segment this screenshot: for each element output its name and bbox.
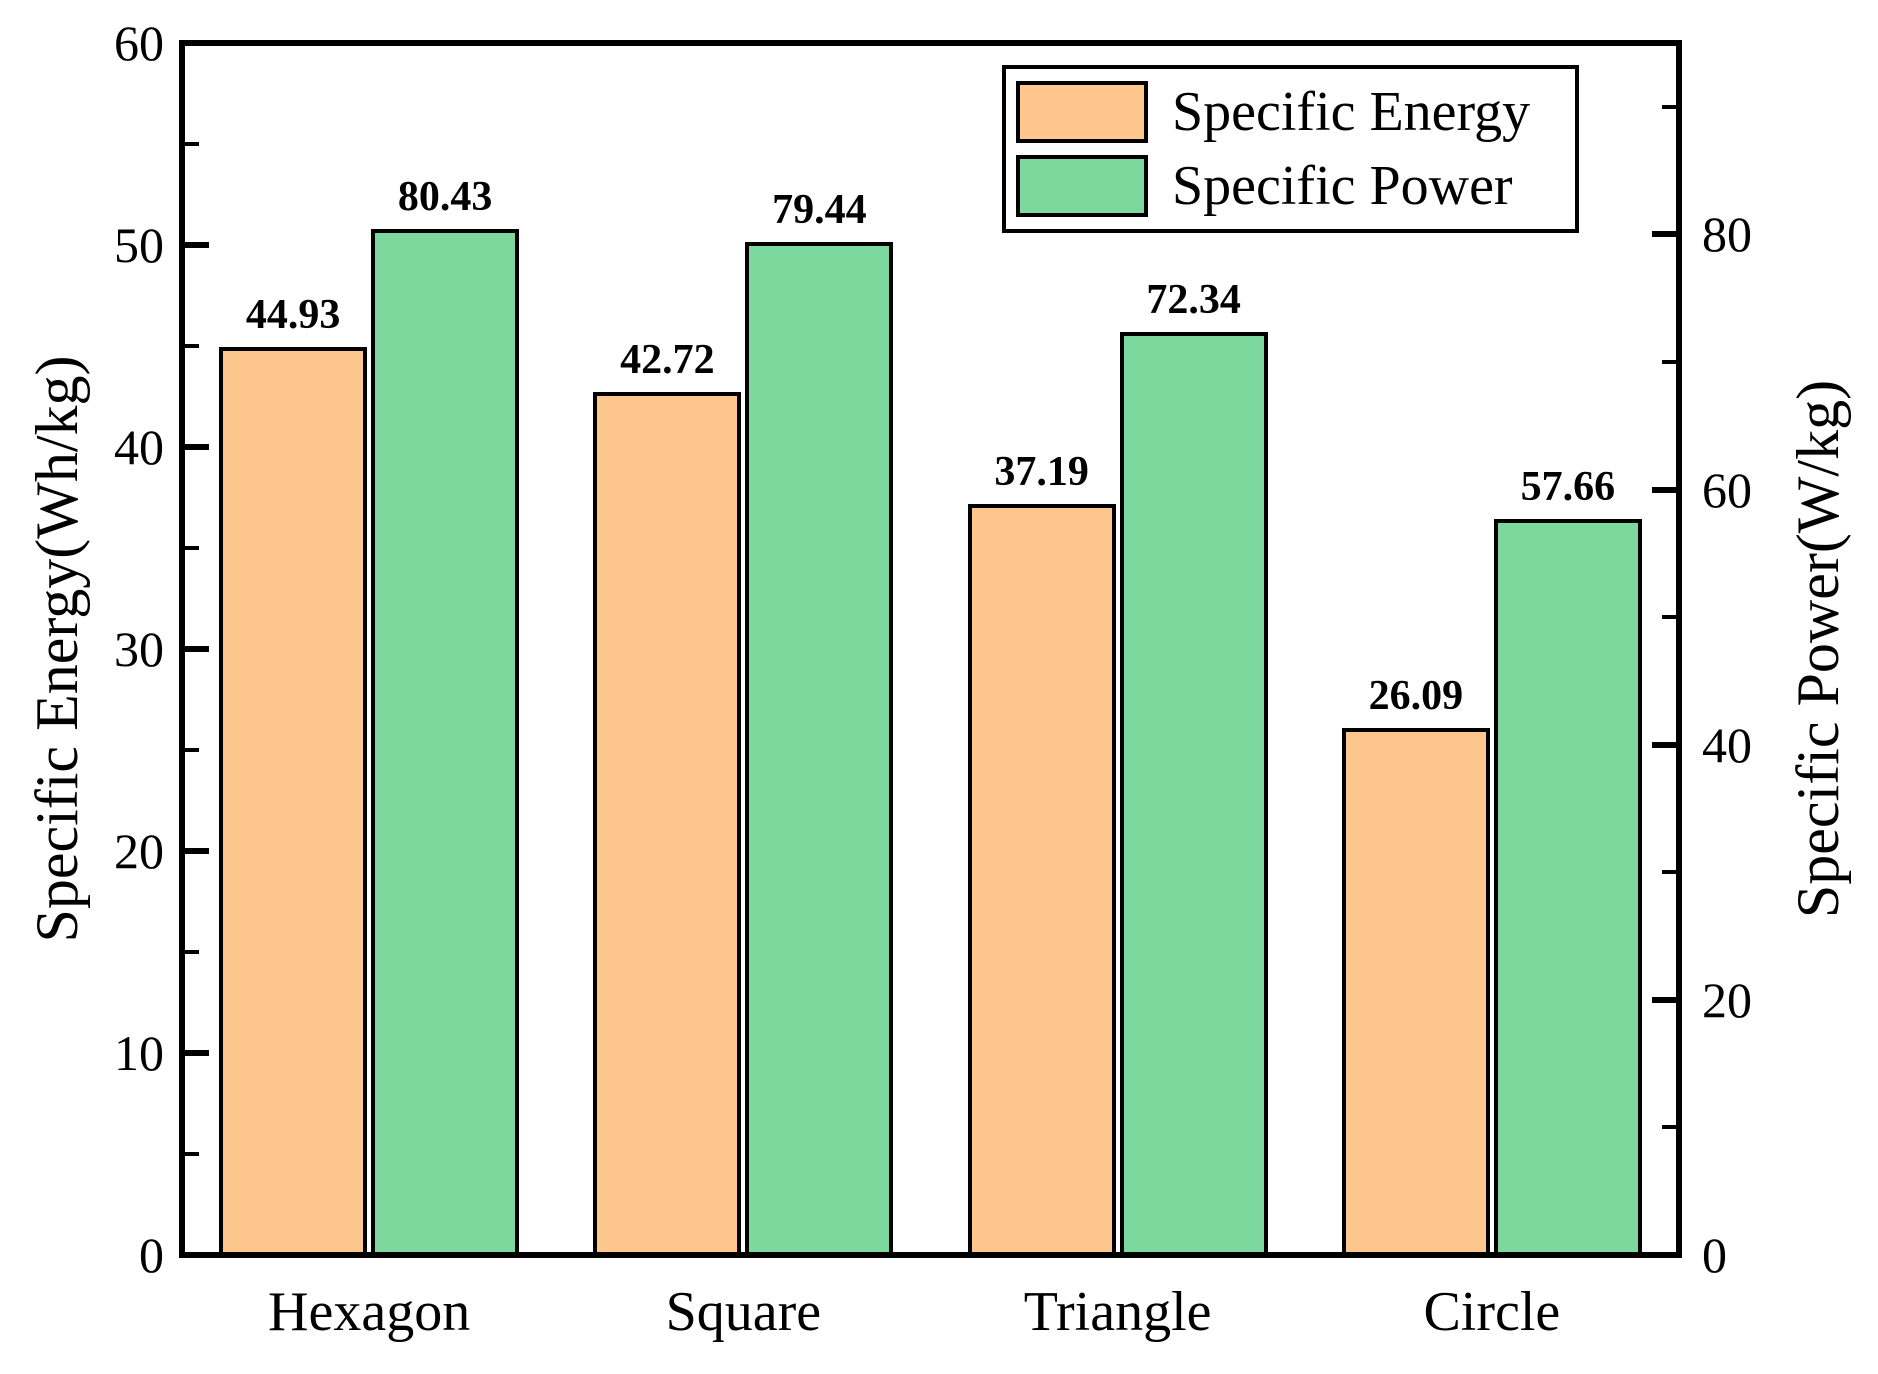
y-axis-right-major-tick	[1652, 231, 1676, 238]
y-axis-right-tick-label: 80	[1702, 206, 1752, 263]
value-label: 42.72	[620, 337, 715, 384]
x-axis-label-square: Square	[665, 1281, 822, 1343]
bar-circle-energy	[1341, 727, 1490, 1258]
bar-triangle-power	[1119, 332, 1268, 1258]
bar-hexagon-power	[371, 228, 520, 1258]
x-axis-label-circle: Circle	[1423, 1281, 1561, 1343]
y-axis-right-minor-tick	[1662, 615, 1676, 620]
y-axis-title-right: Specific Power(W/kg)	[1785, 379, 1851, 919]
legend: Specific Energy Specific Power	[1002, 65, 1579, 233]
value-label: 80.43	[397, 173, 493, 220]
value-label: 57.66	[1520, 464, 1616, 511]
y-axis-right-major-tick	[1652, 1252, 1676, 1258]
y-axis-left-major-tick	[185, 848, 209, 854]
y-axis-right-major-tick	[1652, 741, 1676, 748]
x-axis-label-triangle: Triangle	[1023, 1281, 1212, 1343]
legend-swatch-specific-energy	[1016, 81, 1148, 143]
y-axis-right-tick-label: 60	[1702, 461, 1752, 518]
y-axis-left-tick-label: 10	[114, 1025, 164, 1081]
y-axis-left-major-tick	[185, 1252, 209, 1258]
legend-item-specific-power: Specific Power	[1016, 151, 1565, 221]
value-label: 72.34	[1146, 277, 1241, 324]
y-axis-right-minor-tick	[1662, 104, 1676, 109]
y-axis-right-tick-label: 20	[1702, 971, 1752, 1028]
y-axis-left-tick-label: 20	[114, 823, 164, 879]
bar-square-energy	[593, 392, 742, 1258]
y-axis-left-minor-tick	[185, 546, 199, 550]
x-axis-label-hexagon: Hexagon	[268, 1281, 471, 1343]
y-axis-left-minor-tick	[185, 1152, 199, 1156]
y-axis-right-minor-tick	[1662, 359, 1676, 364]
y-axis-right-tick-label: 40	[1702, 716, 1752, 773]
value-label: 37.19	[994, 448, 1089, 495]
y-axis-right-major-tick	[1652, 996, 1676, 1003]
y-axis-left-major-tick	[185, 40, 209, 46]
value-label: 79.44	[772, 186, 867, 233]
y-axis-left-minor-tick	[185, 950, 199, 954]
y-axis-left-major-tick	[185, 1050, 209, 1056]
y-axis-right-minor-tick	[1662, 870, 1676, 875]
y-axis-left-minor-tick	[185, 748, 199, 752]
y-axis-left-major-tick	[185, 242, 209, 248]
legend-item-specific-energy: Specific Energy	[1016, 77, 1565, 147]
legend-label-specific-energy: Specific Energy	[1172, 81, 1531, 143]
legend-swatch-specific-power	[1016, 155, 1148, 217]
y-axis-left-tick-label: 60	[114, 15, 164, 71]
value-label: 44.93	[245, 292, 341, 339]
value-label: 26.09	[1368, 672, 1464, 719]
y-axis-right-tick-label: 0	[1702, 1227, 1727, 1283]
y-axis-right-major-tick	[1652, 486, 1676, 493]
y-axis-left-major-tick	[185, 444, 209, 450]
y-axis-left-tick-label: 40	[114, 419, 164, 475]
bar-hexagon-energy	[219, 347, 368, 1258]
y-axis-left-tick-label: 30	[114, 621, 164, 677]
y-axis-title-left: Specific Energy(Wh/kg)	[24, 355, 90, 943]
y-axis-left-tick-label: 50	[114, 217, 164, 273]
y-axis-left-minor-tick	[185, 344, 199, 348]
y-axis-left-major-tick	[185, 646, 209, 652]
bar-circle-power	[1493, 519, 1642, 1258]
bar-triangle-energy	[967, 503, 1116, 1258]
y-axis-right-minor-tick	[1662, 1125, 1676, 1130]
y-axis-left-tick-label: 0	[139, 1227, 164, 1283]
y-axis-left-minor-tick	[185, 142, 199, 146]
bar-square-power	[745, 241, 894, 1258]
legend-label-specific-power: Specific Power	[1172, 155, 1513, 217]
